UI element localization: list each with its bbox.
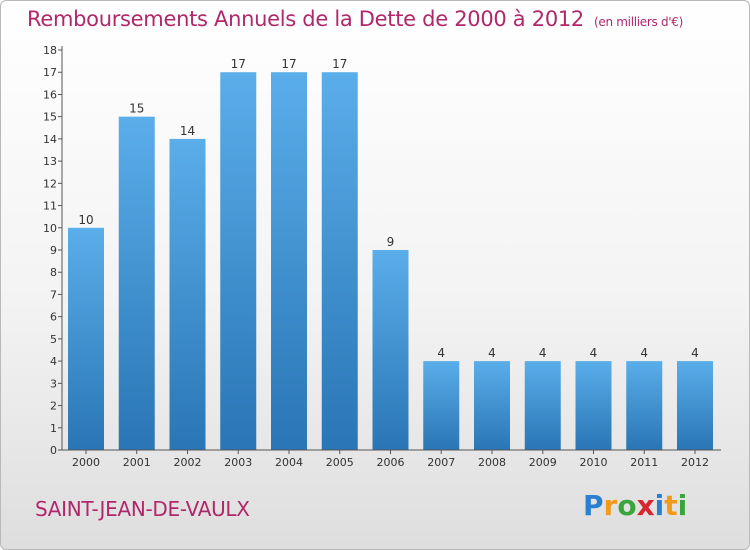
data-label-2000: 10 <box>78 213 93 227</box>
y-tick-label-0: 0 <box>50 444 57 457</box>
logo-letter: r <box>603 489 618 522</box>
bar-2003 <box>220 72 257 450</box>
x-tick-label-2003: 2003 <box>224 456 252 469</box>
bar-2009 <box>524 361 561 450</box>
bar-2011 <box>626 361 663 450</box>
y-tick-label-16: 16 <box>43 88 57 101</box>
y-tick-label-17: 17 <box>43 66 57 79</box>
logo-letter: t <box>664 489 678 522</box>
y-tick-label-14: 14 <box>43 133 57 146</box>
x-tick-label-2000: 2000 <box>72 456 100 469</box>
axes-group: 2000 2001 2002 2003 2004 2005 2006 2007 2008 2009… <box>43 44 721 469</box>
bar-2002 <box>169 138 206 450</box>
bar-2012 <box>677 361 713 450</box>
data-label-2005: 17 <box>332 57 347 71</box>
y-tick-label-7: 7 <box>50 288 57 301</box>
data-label-2010: 4 <box>590 346 598 360</box>
y-tick-label-9: 9 <box>50 244 57 257</box>
y-tick-label-6: 6 <box>50 311 57 324</box>
y-tick-label-1: 1 <box>50 422 57 435</box>
y-tick-label-13: 13 <box>43 155 57 168</box>
data-label-2012: 4 <box>691 346 699 360</box>
logo-letter: o <box>617 489 637 522</box>
bar-2004 <box>271 72 307 450</box>
x-tick-label-2010: 2010 <box>580 456 608 469</box>
bar-2010 <box>575 361 612 450</box>
x-tick-label-2012: 2012 <box>681 456 709 469</box>
commune-name: SAINT-JEAN-DE-VAULX <box>35 497 250 521</box>
y-tick-label-10: 10 <box>43 222 57 235</box>
data-label-2002: 14 <box>180 124 195 138</box>
x-tick-label-2007: 2007 <box>427 456 455 469</box>
x-tick-label-2005: 2005 <box>326 456 354 469</box>
y-tick-label-3: 3 <box>50 377 57 390</box>
proxiti-logo: Proxiti <box>583 489 687 522</box>
x-tick-label-2004: 2004 <box>275 456 303 469</box>
y-tick-label-5: 5 <box>50 333 57 346</box>
y-tick-label-4: 4 <box>50 355 57 368</box>
bar-2008 <box>474 361 510 450</box>
x-tick-label-2006: 2006 <box>377 456 405 469</box>
x-tick-label-2008: 2008 <box>478 456 506 469</box>
x-tick-label-2002: 2002 <box>174 456 202 469</box>
bar-2007 <box>423 361 460 450</box>
y-tick-label-18: 18 <box>43 44 57 57</box>
y-tick-label-2: 2 <box>50 400 57 413</box>
x-tick-label-2001: 2001 <box>123 456 151 469</box>
x-tick-label-2011: 2011 <box>630 456 658 469</box>
logo-letter: i <box>654 489 665 522</box>
y-tick-label-8: 8 <box>50 266 57 279</box>
logo-letter: P <box>583 489 604 522</box>
chart-title: Remboursements Annuels de la Dette de 20… <box>27 7 683 31</box>
data-label-2011: 4 <box>640 346 648 360</box>
y-tick-label-11: 11 <box>43 200 57 213</box>
data-label-2001: 15 <box>129 102 144 116</box>
title-text: Remboursements Annuels de la Dette de 20… <box>27 7 584 31</box>
bar-2006 <box>372 250 409 450</box>
logo-letter: x <box>636 489 655 522</box>
data-label-2006: 9 <box>387 235 395 249</box>
data-label-2008: 4 <box>488 346 496 360</box>
data-label-2003: 17 <box>231 57 246 71</box>
y-tick-label-12: 12 <box>43 177 57 190</box>
chart-subtitle: (en milliers d'€) <box>594 15 684 29</box>
bar-2005 <box>321 72 358 450</box>
bar-2000 <box>68 227 104 450</box>
x-tick-label-2009: 2009 <box>529 456 557 469</box>
bars-group: 10 15 14 17 17 17 9 4 4 4 4 4 4 <box>68 57 713 451</box>
data-label-2004: 17 <box>281 57 296 71</box>
data-label-2007: 4 <box>437 346 445 360</box>
data-label-2009: 4 <box>539 346 547 360</box>
y-tick-label-15: 15 <box>43 111 57 124</box>
logo-letter: i <box>677 489 688 522</box>
bar-2001 <box>118 116 155 451</box>
